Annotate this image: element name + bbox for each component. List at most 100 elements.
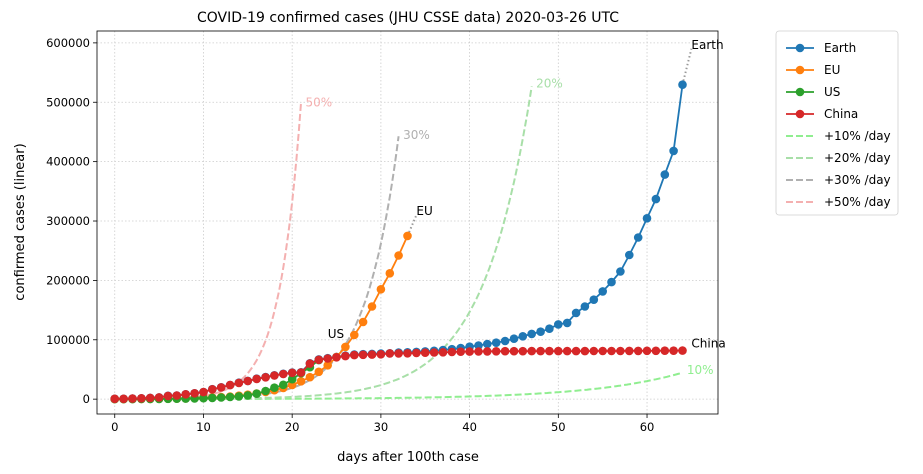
series-label-20-day: 20% bbox=[536, 76, 563, 90]
data-point-china bbox=[163, 391, 173, 401]
data-point-china bbox=[376, 350, 386, 359]
data-point-us bbox=[270, 383, 279, 393]
data-point-eu bbox=[341, 342, 350, 352]
series-label-china: China bbox=[691, 337, 725, 351]
data-point-china bbox=[119, 394, 128, 404]
data-point-earth bbox=[589, 295, 599, 305]
x-tick-label: 40 bbox=[462, 420, 477, 434]
data-point-china bbox=[225, 380, 235, 390]
data-point-china bbox=[287, 368, 297, 378]
data-point-us bbox=[252, 389, 261, 399]
data-point-china bbox=[270, 371, 279, 380]
data-point-china bbox=[509, 346, 519, 356]
data-point-china bbox=[651, 346, 661, 356]
data-point-china bbox=[243, 376, 253, 386]
data-point-earth bbox=[500, 336, 510, 346]
data-point-eu bbox=[314, 367, 324, 377]
legend-label: +10% /day bbox=[824, 129, 891, 143]
data-point-earth bbox=[669, 146, 678, 156]
x-tick-label: 10 bbox=[196, 420, 211, 434]
data-point-eu bbox=[376, 285, 386, 294]
x-tick-label: 30 bbox=[374, 420, 389, 434]
axes: 0 10 20 30 40 50 60 0 100000 200000 300000 400000 50… bbox=[46, 36, 654, 434]
data-point-china bbox=[625, 346, 634, 356]
data-point-earth bbox=[616, 267, 625, 276]
legend-marker bbox=[795, 109, 805, 119]
legend-item-50-day: +50% /day bbox=[786, 195, 891, 209]
data-point-china bbox=[545, 346, 554, 356]
data-point-china bbox=[633, 346, 643, 356]
data-point-earth bbox=[571, 308, 581, 318]
data-point-earth bbox=[625, 250, 634, 260]
y-tick-label: 500000 bbox=[46, 95, 90, 109]
data-point-eu bbox=[350, 330, 359, 340]
data-point-earth bbox=[660, 170, 670, 179]
data-point-earth bbox=[483, 339, 492, 349]
series-label-earth: Earth bbox=[691, 38, 723, 52]
data-point-eu bbox=[367, 302, 377, 311]
data-point-earth bbox=[633, 233, 643, 242]
data-point-china bbox=[412, 348, 421, 358]
x-tick-label: 20 bbox=[285, 420, 300, 434]
data-point-china bbox=[607, 346, 616, 356]
y-tick-label: 600000 bbox=[46, 36, 90, 50]
y-tick-label: 200000 bbox=[46, 273, 90, 287]
data-point-earth bbox=[562, 318, 572, 328]
data-point-china bbox=[474, 347, 483, 356]
data-point-china bbox=[145, 393, 155, 403]
legend-item-eu: EU bbox=[786, 63, 840, 77]
data-point-earth bbox=[536, 327, 545, 337]
data-point-earth bbox=[580, 302, 590, 311]
data-point-earth bbox=[598, 287, 607, 296]
legend-marker bbox=[795, 87, 805, 97]
data-point-us bbox=[261, 386, 270, 396]
data-point-china bbox=[208, 385, 217, 394]
data-point-china bbox=[341, 351, 350, 361]
data-point-china bbox=[527, 346, 536, 356]
legend-item-us: US bbox=[786, 85, 840, 99]
data-point-eu bbox=[403, 231, 412, 241]
legend-item-30-day: +30% /day bbox=[786, 173, 891, 187]
data-point-china bbox=[598, 346, 607, 356]
data-point-china bbox=[429, 348, 439, 357]
data-point-china bbox=[110, 394, 119, 404]
series-label-50-day: 50% bbox=[306, 95, 333, 109]
data-point-earth bbox=[554, 320, 563, 329]
data-point-china bbox=[403, 349, 412, 358]
data-point-earth bbox=[527, 329, 536, 339]
plot-frame bbox=[96, 30, 719, 415]
data-point-china bbox=[447, 347, 457, 357]
data-point-earth bbox=[642, 214, 652, 223]
legend-label: EU bbox=[824, 63, 840, 77]
data-point-china bbox=[536, 346, 545, 356]
data-point-china bbox=[500, 346, 510, 356]
data-point-earth bbox=[474, 341, 483, 350]
data-point-us bbox=[287, 374, 297, 384]
data-point-china bbox=[137, 394, 146, 403]
legend-label: Earth bbox=[824, 41, 856, 55]
data-point-earth bbox=[491, 338, 501, 348]
data-point-us bbox=[199, 393, 208, 403]
data-point-china bbox=[483, 347, 492, 356]
legend-item-10-day: +10% /day bbox=[786, 129, 891, 143]
data-point-china bbox=[571, 346, 581, 356]
data-point-china bbox=[323, 354, 333, 363]
data-point-us bbox=[208, 393, 217, 403]
y-axis-label: confirmed cases (linear) bbox=[13, 143, 28, 300]
data-point-china bbox=[261, 373, 270, 382]
data-point-china bbox=[305, 359, 315, 368]
data-point-china bbox=[190, 389, 199, 398]
y-tick-label: 300000 bbox=[46, 214, 90, 228]
data-point-earth bbox=[651, 194, 661, 204]
data-point-earth bbox=[607, 277, 616, 287]
data-point-china bbox=[350, 350, 359, 360]
data-point-us bbox=[243, 391, 253, 400]
series-label-10-day: 10% bbox=[687, 363, 714, 377]
data-point-eu bbox=[394, 251, 403, 260]
series-label-us: US bbox=[328, 327, 344, 341]
legend-label: +30% /day bbox=[824, 173, 891, 187]
y-tick-label: 400000 bbox=[46, 155, 90, 169]
data-point-china bbox=[358, 350, 368, 360]
data-point-china bbox=[491, 347, 501, 356]
